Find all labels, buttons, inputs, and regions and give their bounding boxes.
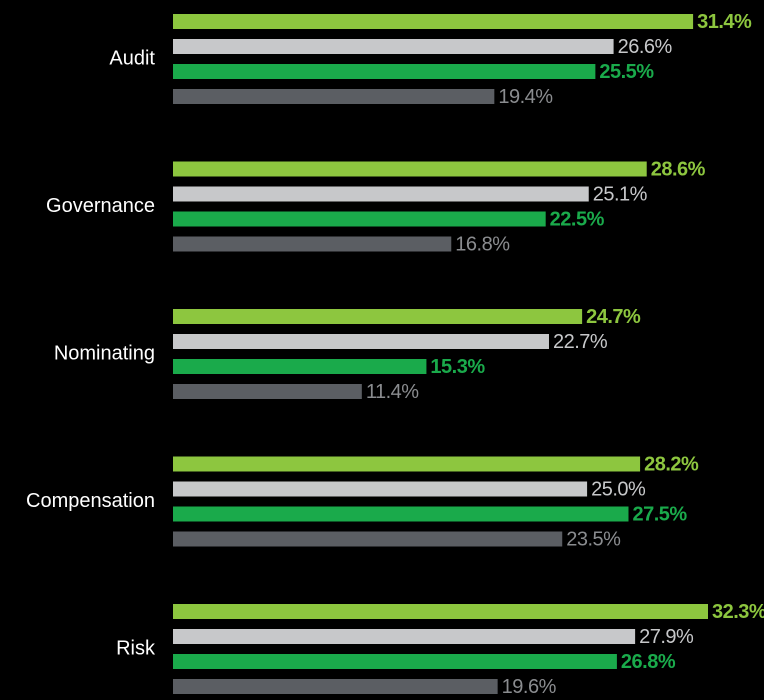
value-label: 22.7% [553, 331, 608, 353]
value-label: 31.4% [697, 11, 752, 33]
category-label: Governance [46, 195, 155, 217]
value-label: 25.5% [599, 61, 654, 83]
value-label: 23.5% [566, 528, 621, 550]
bar [173, 161, 647, 177]
bar [173, 531, 563, 547]
bar [173, 506, 629, 522]
value-label: 27.5% [632, 503, 687, 525]
value-label: 28.6% [651, 158, 706, 180]
value-label: 26.8% [621, 651, 676, 673]
bar [173, 236, 452, 252]
bar [173, 604, 708, 619]
category-label: Risk [116, 637, 156, 659]
bar [173, 629, 636, 644]
bar [173, 186, 589, 202]
bar [173, 309, 583, 324]
value-label: 15.3% [430, 356, 485, 378]
bar [173, 89, 495, 104]
value-label: 25.0% [591, 478, 646, 500]
bar [173, 359, 427, 374]
value-label: 22.5% [550, 208, 605, 230]
bar [173, 211, 546, 227]
value-label: 26.6% [618, 36, 673, 58]
bar [173, 481, 588, 497]
value-label: 16.8% [455, 233, 510, 255]
value-label: 19.4% [498, 86, 553, 108]
value-label: 11.4% [366, 381, 419, 403]
category-label: Audit [109, 47, 155, 69]
value-label: 19.6% [502, 676, 557, 698]
bar [173, 334, 549, 349]
value-label: 25.1% [593, 183, 648, 205]
value-label: 28.2% [644, 453, 699, 475]
value-label: 32.3% [712, 601, 764, 623]
value-label: 27.9% [639, 626, 694, 648]
bar [173, 654, 617, 669]
bar [173, 64, 596, 79]
bar [173, 14, 694, 29]
bar [173, 456, 641, 472]
bar [173, 679, 498, 694]
bar [173, 39, 614, 54]
bar [173, 384, 362, 399]
category-label: Nominating [54, 342, 155, 364]
value-label: 24.7% [586, 306, 641, 328]
category-label: Compensation [26, 490, 155, 512]
